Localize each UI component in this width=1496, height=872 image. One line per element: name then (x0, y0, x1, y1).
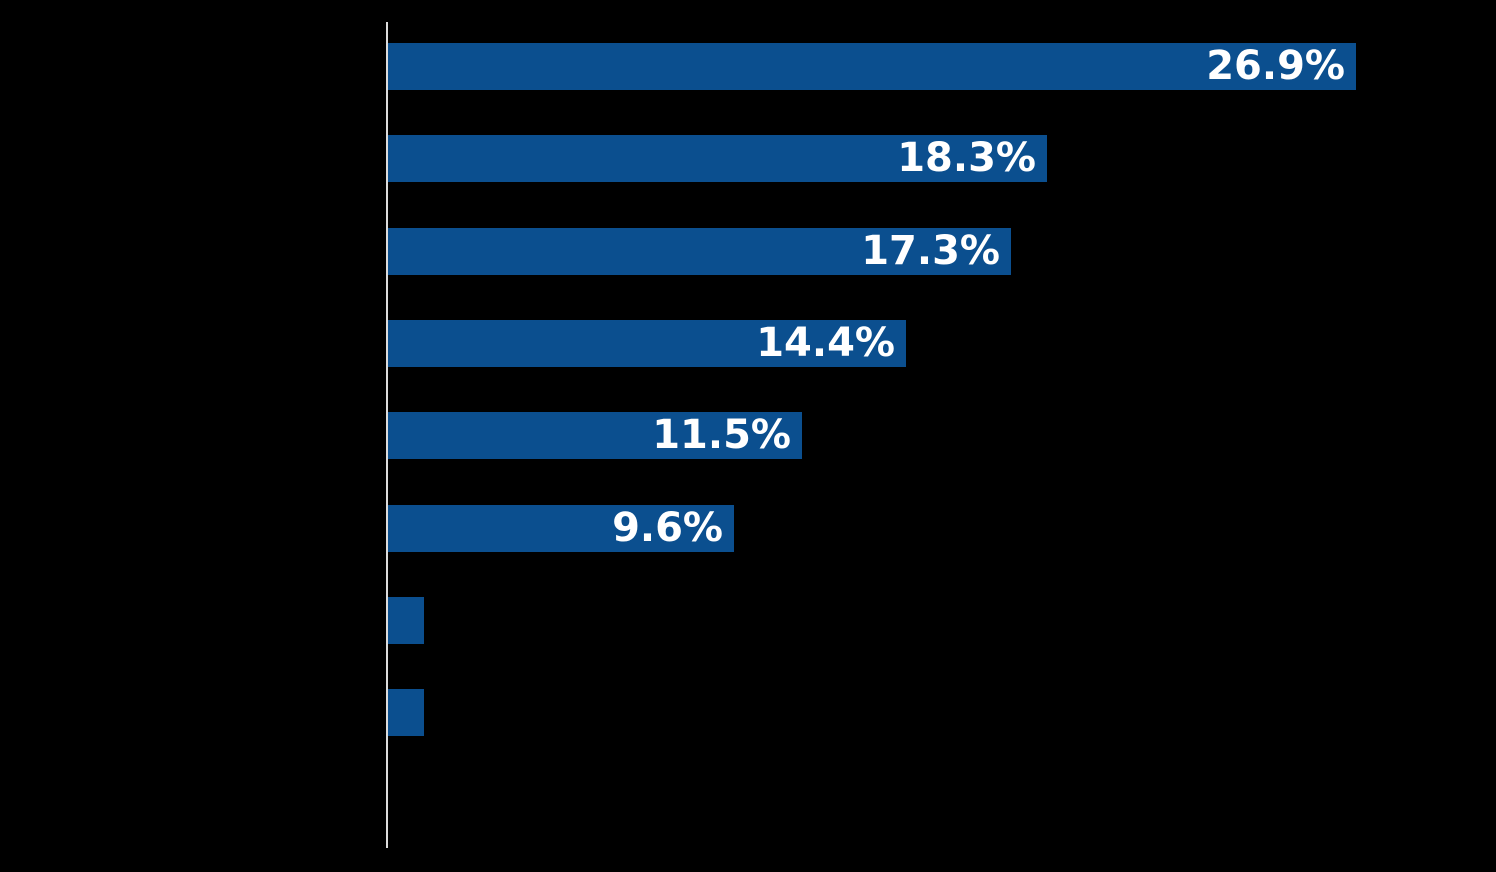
bar: 9.6% (388, 505, 734, 552)
bar-value-label: 17.3% (861, 228, 1000, 274)
bar: 17.3% (388, 228, 1011, 275)
bar: 14.4% (388, 320, 906, 367)
bar-value-label: 26.9% (1206, 43, 1345, 89)
bar (388, 689, 424, 736)
bar: 11.5% (388, 412, 802, 459)
bar: 18.3% (388, 135, 1047, 182)
bar: 26.9% (388, 43, 1356, 90)
bar-value-label: 18.3% (897, 135, 1036, 181)
bar-value-label: 9.6% (612, 505, 723, 551)
bar (388, 597, 424, 644)
bar-value-label: 11.5% (652, 412, 791, 458)
bar-value-label: 14.4% (756, 320, 895, 366)
y-axis-line (386, 22, 388, 848)
